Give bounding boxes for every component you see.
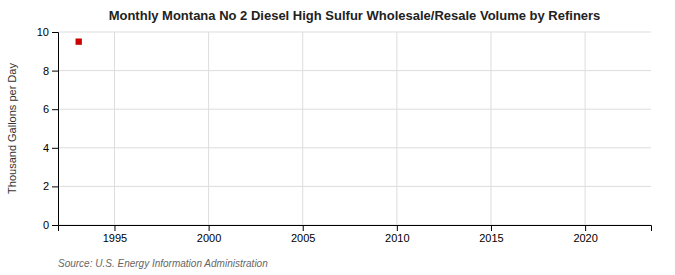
x-axis-tick-mark [303, 225, 304, 231]
y-axis-title: Thousand Gallons per Day [6, 63, 18, 194]
grid-line [58, 32, 651, 33]
point [76, 38, 82, 44]
x-axis-tick: 2005 [291, 225, 315, 244]
y-axis-tick: 0 [43, 219, 58, 231]
grid-line [302, 32, 303, 225]
x-axis-tick-mark [209, 225, 210, 231]
y-axis-tick-mark [52, 225, 58, 226]
y-axis-tick: 6 [43, 103, 58, 115]
x-axis-tick-mark [491, 225, 492, 231]
y-axis-tick-label: 4 [43, 142, 49, 154]
y-axis-tick: 10 [37, 26, 58, 38]
grid-line [208, 32, 209, 225]
x-axis-tick: 2020 [573, 225, 597, 244]
x-axis-tick: 2015 [479, 225, 503, 244]
y-axis-tick-mark [52, 186, 58, 187]
y-axis-tick-mark [52, 109, 58, 110]
y-axis-line [52, 33, 59, 226]
y-axis-tick-label: 0 [43, 219, 49, 231]
chart: 1995 2000 2005 2010 2015 2020 0 2 4 6 8 10 Monthly M… [0, 0, 675, 275]
title: Monthly Montana No 2 Diesel High Sulfur … [109, 8, 601, 23]
y-axis-tick: 8 [43, 65, 58, 77]
grid-line [585, 32, 586, 225]
x-axis-tick-mark [114, 225, 115, 231]
y-axis-tick-mark [52, 148, 58, 149]
y-axis-tick-label: 2 [43, 180, 49, 192]
x-axis-tick-label: 2015 [479, 232, 503, 244]
y-axis-tick-label: 10 [37, 26, 49, 38]
grid-line [58, 147, 651, 148]
plot-area: 1995 2000 2005 2010 2015 2020 0 2 4 6 8 10 [37, 26, 652, 244]
x-axis-tick-mark [585, 225, 586, 231]
x-axis-tick-label: 2010 [385, 232, 409, 244]
x-axis-tick-label: 1995 [103, 232, 127, 244]
grid-line [114, 32, 115, 225]
x-axis-tick: 1995 [103, 225, 127, 244]
y-axis-tick-label: 8 [43, 65, 49, 77]
grid [58, 32, 651, 225]
grid-line [58, 186, 651, 187]
x-axis-tick: 2010 [385, 225, 409, 244]
marks [76, 38, 82, 44]
y-axis-tick-mark [52, 32, 58, 33]
x-axis-line [59, 226, 652, 232]
y-axis-tick-label: 6 [43, 103, 49, 115]
grid-line [58, 109, 651, 110]
annotation: Source: U.S. Energy Information Administ… [58, 258, 268, 269]
x-axis-tick-label: 2020 [573, 232, 597, 244]
grid-line [58, 70, 651, 71]
y-axis-tick: 4 [43, 142, 58, 154]
x-axis-tick: 2000 [197, 225, 221, 244]
grid-line [396, 32, 397, 225]
x-axis-tick-label: 2000 [197, 232, 221, 244]
y-axis-tick-mark [52, 71, 58, 72]
x-axis: 1995 2000 2005 2010 2015 2020 [59, 225, 652, 244]
x-axis-tick-mark [397, 225, 398, 231]
y-axis: 0 2 4 6 8 10 [37, 26, 59, 231]
x-axis-tick-label: 2005 [291, 232, 315, 244]
y-axis-tick: 2 [43, 180, 58, 192]
grid-line [490, 32, 491, 225]
